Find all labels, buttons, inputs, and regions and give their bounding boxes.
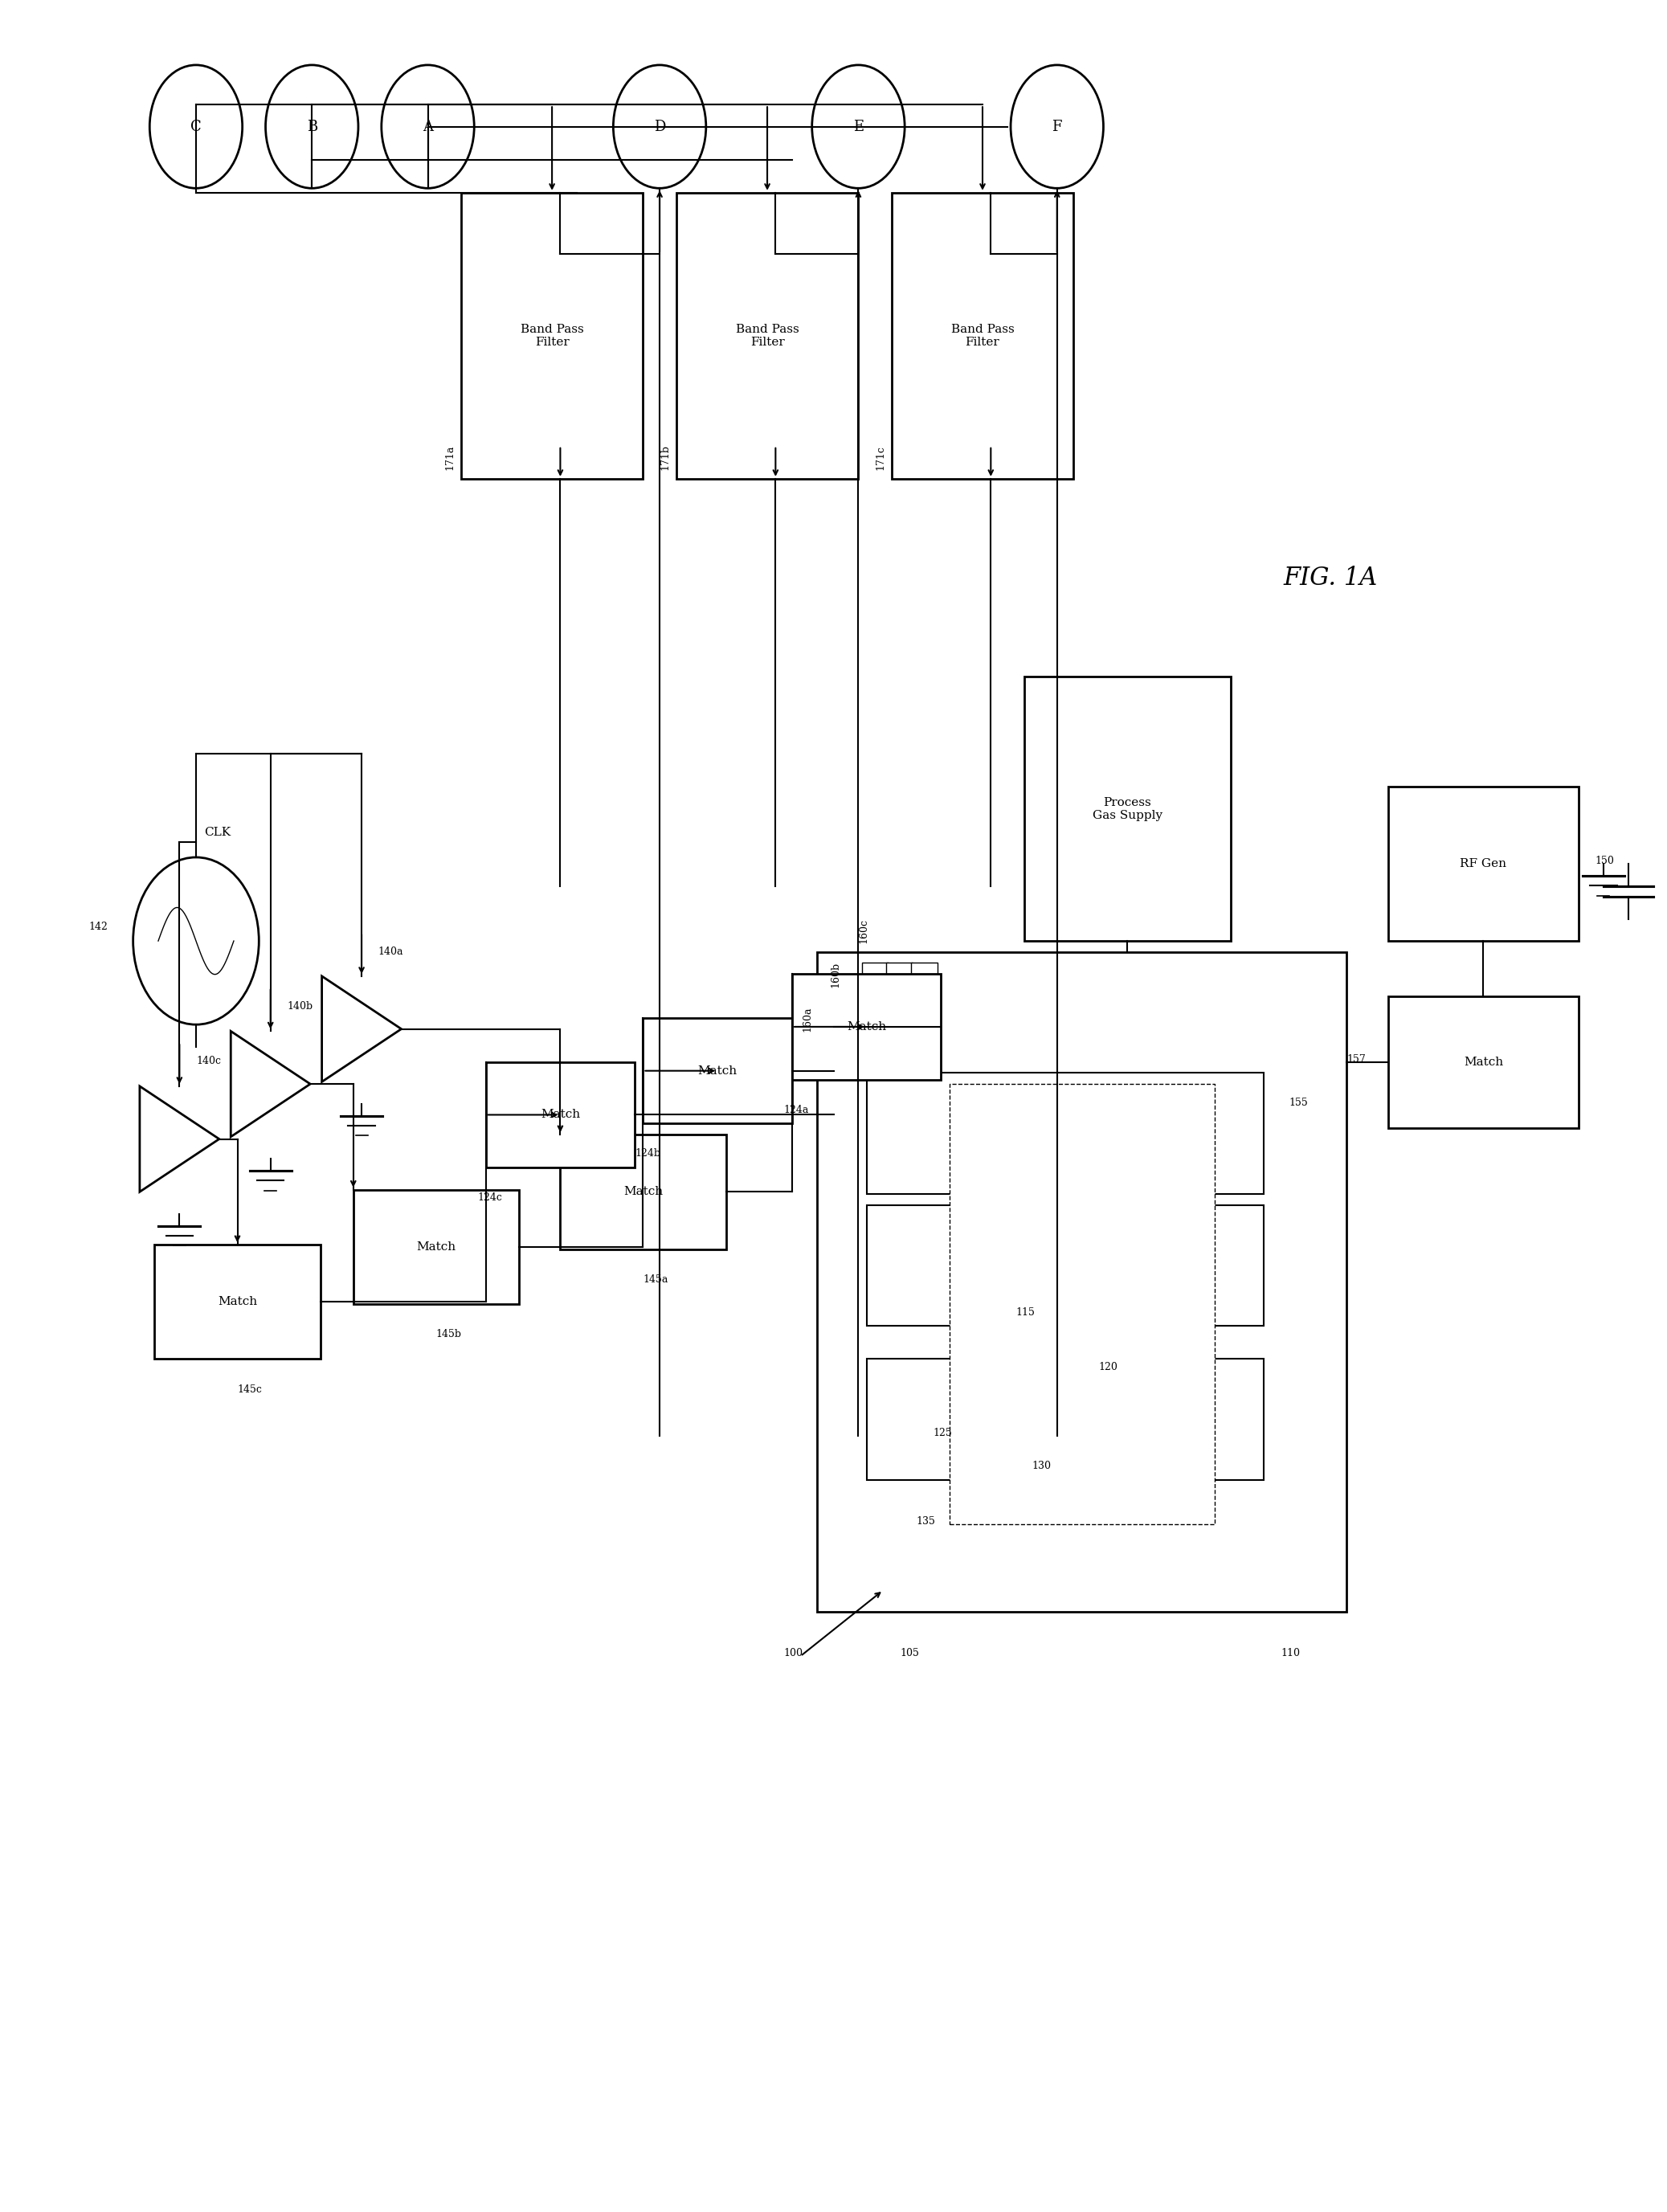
Text: B: B bbox=[307, 119, 317, 135]
Text: 157: 157 bbox=[1347, 1053, 1365, 1064]
Text: F: F bbox=[1052, 119, 1062, 135]
FancyBboxPatch shape bbox=[867, 1073, 1264, 1194]
Text: Match: Match bbox=[1464, 1057, 1504, 1068]
FancyBboxPatch shape bbox=[155, 1245, 320, 1358]
Text: 125: 125 bbox=[934, 1429, 952, 1438]
FancyBboxPatch shape bbox=[867, 1206, 1264, 1325]
FancyBboxPatch shape bbox=[353, 1190, 518, 1305]
Text: 155: 155 bbox=[1289, 1097, 1309, 1108]
FancyBboxPatch shape bbox=[643, 1018, 792, 1124]
Text: 150: 150 bbox=[1595, 856, 1614, 867]
FancyBboxPatch shape bbox=[862, 962, 889, 1006]
Text: 142: 142 bbox=[88, 922, 108, 931]
Text: 140b: 140b bbox=[287, 1002, 313, 1011]
Text: 140c: 140c bbox=[197, 1055, 222, 1066]
FancyBboxPatch shape bbox=[892, 192, 1074, 478]
Text: 135: 135 bbox=[917, 1515, 935, 1526]
FancyBboxPatch shape bbox=[792, 973, 942, 1079]
Text: Match: Match bbox=[847, 1022, 887, 1033]
Text: CLK: CLK bbox=[205, 827, 232, 838]
Text: 124b: 124b bbox=[635, 1148, 660, 1159]
Text: 145c: 145c bbox=[237, 1385, 262, 1394]
Text: 145b: 145b bbox=[437, 1329, 462, 1340]
Text: 171b: 171b bbox=[660, 445, 670, 471]
Text: Match: Match bbox=[540, 1108, 580, 1121]
Text: 160b: 160b bbox=[830, 962, 840, 987]
FancyBboxPatch shape bbox=[867, 1358, 1264, 1480]
Text: 160a: 160a bbox=[802, 1006, 812, 1031]
Text: 124a: 124a bbox=[783, 1104, 808, 1115]
Text: 115: 115 bbox=[1015, 1307, 1035, 1318]
Text: 145a: 145a bbox=[643, 1274, 668, 1285]
FancyBboxPatch shape bbox=[817, 951, 1347, 1613]
FancyBboxPatch shape bbox=[1389, 995, 1579, 1128]
Text: Band Pass
Filter: Band Pass Filter bbox=[735, 323, 798, 347]
Text: Band Pass
Filter: Band Pass Filter bbox=[520, 323, 583, 347]
FancyBboxPatch shape bbox=[887, 962, 914, 1006]
Text: Match: Match bbox=[417, 1241, 455, 1252]
Text: Match: Match bbox=[623, 1186, 663, 1197]
Text: E: E bbox=[854, 119, 864, 135]
Text: 140a: 140a bbox=[378, 947, 403, 956]
Text: 124c: 124c bbox=[477, 1192, 502, 1203]
Text: 171a: 171a bbox=[445, 445, 455, 471]
Text: D: D bbox=[653, 119, 665, 135]
Text: FIG. 1A: FIG. 1A bbox=[1284, 566, 1377, 591]
Text: C: C bbox=[190, 119, 202, 135]
Text: Process
Gas Supply: Process Gas Supply bbox=[1092, 796, 1162, 821]
Text: 100: 100 bbox=[783, 1648, 803, 1659]
Text: A: A bbox=[423, 119, 433, 135]
Text: 120: 120 bbox=[1099, 1363, 1117, 1371]
Text: Match: Match bbox=[218, 1296, 257, 1307]
Text: 160c: 160c bbox=[859, 918, 869, 942]
Text: Band Pass
Filter: Band Pass Filter bbox=[950, 323, 1014, 347]
FancyBboxPatch shape bbox=[560, 1135, 725, 1250]
FancyBboxPatch shape bbox=[1389, 787, 1579, 940]
Text: 105: 105 bbox=[900, 1648, 919, 1659]
FancyBboxPatch shape bbox=[677, 192, 859, 478]
FancyBboxPatch shape bbox=[950, 1084, 1214, 1524]
FancyBboxPatch shape bbox=[912, 962, 939, 1006]
Text: RF Gen: RF Gen bbox=[1460, 858, 1507, 869]
Text: 110: 110 bbox=[1280, 1648, 1300, 1659]
FancyBboxPatch shape bbox=[485, 1062, 635, 1168]
Text: Match: Match bbox=[698, 1066, 737, 1077]
FancyBboxPatch shape bbox=[1024, 677, 1230, 940]
Text: 130: 130 bbox=[1032, 1462, 1052, 1471]
FancyBboxPatch shape bbox=[462, 192, 643, 478]
Text: 171c: 171c bbox=[875, 445, 885, 471]
